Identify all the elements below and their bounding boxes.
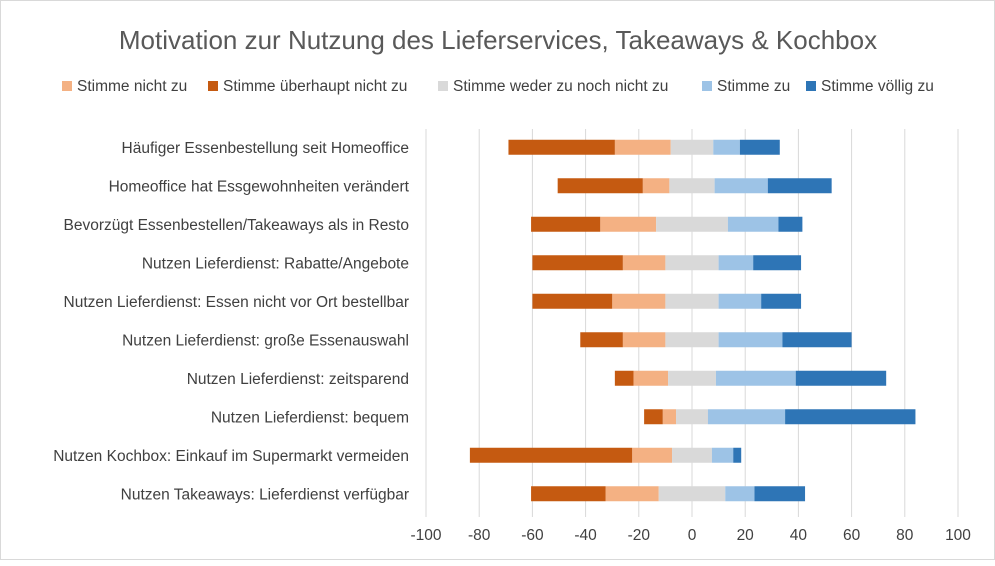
bar-segment	[531, 486, 606, 502]
bar-segment	[665, 255, 719, 271]
category-label: Nutzen Lieferdienst: zeitsparend	[187, 371, 409, 388]
bar-segment	[676, 409, 708, 425]
legend-label: Stimme überhaupt nicht zu	[223, 78, 407, 95]
bar-segment	[531, 216, 601, 232]
bar-segment	[711, 447, 734, 463]
x-tick-label: 100	[945, 527, 971, 544]
bar-segment	[727, 216, 779, 232]
bar-segment	[668, 370, 716, 386]
legend-label: Stimme zu	[717, 78, 790, 95]
bar-segment	[612, 293, 666, 309]
x-tick-label: 0	[688, 527, 697, 544]
legend-swatch	[702, 81, 712, 91]
legend-swatch	[62, 81, 72, 91]
bar-segment	[670, 139, 714, 155]
bar-segment	[713, 139, 740, 155]
bar-segment	[658, 486, 726, 502]
bar-segment	[600, 216, 657, 232]
legend-label: Stimme völlig zu	[821, 78, 934, 95]
category-label: Homeoffice hat Essgewohnheiten verändert	[109, 178, 410, 195]
bar-segment	[718, 293, 762, 309]
bar-segment	[739, 139, 780, 155]
bars	[469, 139, 916, 502]
bar-segment	[761, 293, 802, 309]
bar-segment	[557, 178, 643, 194]
bar-segment	[754, 486, 806, 502]
x-tick-label: 20	[737, 527, 755, 544]
x-tick-label: -40	[574, 527, 597, 544]
x-tick-label: 60	[843, 527, 861, 544]
x-tick-label: -60	[521, 527, 544, 544]
gridlines	[425, 129, 959, 517]
legend-label: Stimme nicht zu	[77, 78, 187, 95]
bar-segment	[718, 255, 754, 271]
bar-segment	[778, 216, 803, 232]
bar-segment	[767, 178, 832, 194]
bar-segment	[614, 139, 671, 155]
x-tick-label: -100	[410, 527, 441, 544]
bar-segment	[656, 216, 728, 232]
bar-segment	[614, 370, 634, 386]
category-label: Nutzen Lieferdienst: bequem	[211, 409, 409, 426]
bar-segment	[753, 255, 802, 271]
bar-segment	[707, 409, 786, 425]
bar-segment	[672, 447, 712, 463]
bar-segment	[715, 370, 796, 386]
category-label: Nutzen Lieferdienst: Essen nicht vor Ort…	[64, 294, 409, 311]
bar-segment	[718, 332, 783, 348]
bar-segment	[665, 332, 719, 348]
category-label: Nutzen Lieferdienst: große Essenauswahl	[122, 332, 409, 349]
category-label: Bevorzügt Essenbestellen/Takeaways als i…	[64, 217, 410, 234]
bar-segment	[733, 447, 742, 463]
x-tick-label: -80	[468, 527, 491, 544]
category-label: Nutzen Lieferdienst: Rabatte/Angebote	[142, 255, 409, 272]
bar-segment	[782, 332, 852, 348]
bar-segment	[469, 447, 633, 463]
bar-segment	[644, 409, 663, 425]
category-label: Nutzen Takeaways: Lieferdienst verfügbar	[121, 486, 409, 503]
bar-segment	[714, 178, 768, 194]
bar-segment	[665, 293, 719, 309]
x-tick-label: 80	[896, 527, 914, 544]
bar-segment	[632, 447, 673, 463]
chart-title: Motivation zur Nutzung des Lieferservice…	[119, 25, 877, 55]
bar-segment	[633, 370, 669, 386]
category-label: Häufiger Essenbestellung seit Homeoffice	[122, 140, 409, 157]
bar-segment	[795, 370, 887, 386]
bar-segment	[662, 409, 677, 425]
legend-label: Stimme weder zu noch nicht zu	[453, 78, 668, 95]
category-labels: Häufiger Essenbestellung seit Homeoffice…	[53, 140, 409, 504]
category-label: Nutzen Kochbox: Einkauf im Supermarkt ve…	[53, 448, 409, 465]
bar-segment	[785, 409, 916, 425]
legend-swatch	[806, 81, 816, 91]
bar-segment	[622, 332, 666, 348]
legend-swatch	[208, 81, 218, 91]
legend-swatch	[438, 81, 448, 91]
legend: Stimme nicht zu Stimme überhaupt nicht zu…	[62, 78, 934, 95]
bar-segment	[669, 178, 715, 194]
bar-segment	[725, 486, 755, 502]
bar-segment	[508, 139, 615, 155]
bar-segment	[532, 255, 623, 271]
x-tick-labels: -100 -80 -60 -40 -20 0 20 40 60 80 100	[410, 527, 971, 544]
bar-segment	[532, 293, 613, 309]
bar-segment	[622, 255, 666, 271]
x-tick-label: 40	[790, 527, 808, 544]
x-tick-label: -20	[628, 527, 651, 544]
bar-segment	[642, 178, 670, 194]
bar-segment	[605, 486, 659, 502]
bar-segment	[580, 332, 623, 348]
